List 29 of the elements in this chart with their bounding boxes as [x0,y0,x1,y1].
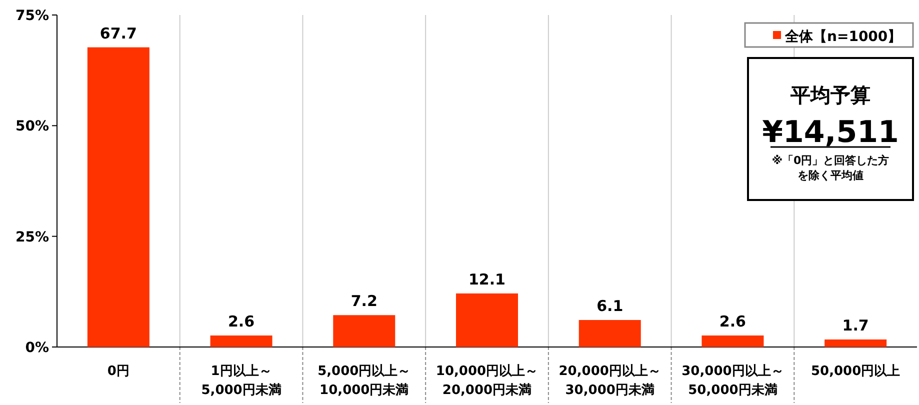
y-tick-label: 50% [15,118,49,135]
x-tick-label: 0円 [107,364,130,379]
x-tick-label: 10,000円以上～ 20,000円未満 [436,364,538,398]
bar [578,320,641,347]
x-tick-label: 20,000円以上～ 30,000円未満 [558,364,661,398]
bar [210,335,272,347]
annotation: 平均予算 [790,83,870,107]
data-label: 2.6 [719,312,746,330]
x-tick-label: 30,000円以上～ 50,000円未満 [682,364,784,398]
data-label: 1.7 [842,316,869,334]
y-tick-label: 25% [15,229,49,246]
annotation: ※「0円」と回答した方を除く平均値 [770,153,890,183]
data-label: 7.2 [350,292,378,310]
y-tick-label: 0% [25,340,49,356]
data-label: 12.1 [468,270,506,288]
data-label: 2.6 [228,312,255,330]
annotation: ¥14,511 [762,115,899,150]
bar [87,47,150,347]
x-tick-label: 1円以上～ 5,000円未満 [201,364,282,398]
x-tick-label: 50,000円以上 [810,364,900,379]
data-label: 6.1 [596,296,624,315]
legend-label: 全体【n=1000】 [784,29,902,45]
bar [824,339,887,347]
bar [333,315,396,347]
bar [702,335,764,347]
y-tick-label: 75% [15,8,49,24]
data-label: 67.7 [100,24,137,42]
bar [456,293,518,347]
x-tick-label: 5,000円以上～ 10,000円未満 [318,364,411,398]
